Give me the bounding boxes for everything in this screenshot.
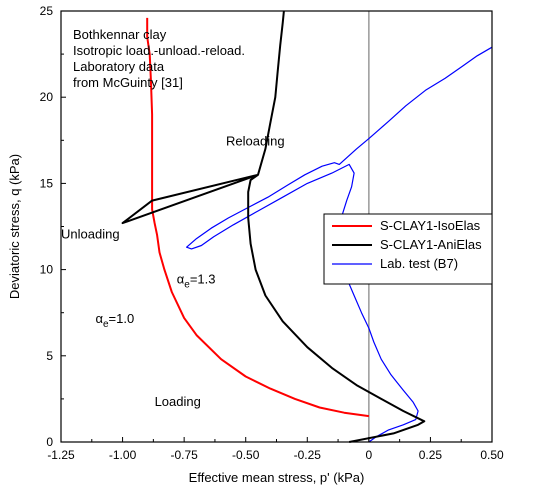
annotation-label: Loading bbox=[155, 394, 201, 409]
annotation-label: Reloading bbox=[226, 133, 285, 148]
axis-ticks: -1.25 -1.00 -0.75 -0.50 -0.25 0 0.25 0.50 0 5 10 15… bbox=[40, 4, 504, 462]
info-line: Laboratory data bbox=[73, 59, 165, 74]
x-tick-label: 0.50 bbox=[480, 448, 504, 462]
legend-label: S-CLAY1-IsoElas bbox=[380, 218, 481, 233]
legend-label: S-CLAY1-AniElas bbox=[380, 237, 482, 252]
y-tick-label: 5 bbox=[46, 349, 53, 363]
info-line: Bothkennar clay bbox=[73, 27, 167, 42]
x-tick-label: -1.25 bbox=[47, 448, 75, 462]
plot-area bbox=[121, 10, 493, 443]
x-tick-label: -0.25 bbox=[294, 448, 322, 462]
x-tick-label: 0.25 bbox=[419, 448, 443, 462]
info-line: Isotropic load.-unload.-reload. bbox=[73, 43, 245, 58]
x-tick-label: -0.50 bbox=[232, 448, 260, 462]
x-tick-label: 0 bbox=[366, 448, 373, 462]
legend-label: Lab. test (B7) bbox=[380, 256, 458, 271]
y-tick-label: 15 bbox=[40, 176, 54, 190]
annotation-label: Unloading bbox=[61, 227, 120, 242]
y-tick-label: 20 bbox=[40, 90, 54, 104]
info-text-block: Bothkennar clay Isotropic load.-unload.-… bbox=[73, 27, 245, 90]
alpha-label: αe=1.0 bbox=[95, 311, 134, 330]
y-tick-label: 25 bbox=[40, 4, 54, 18]
x-tick-label: -0.75 bbox=[170, 448, 198, 462]
series-line-2 bbox=[121, 10, 426, 443]
series-line-3 bbox=[186, 46, 493, 443]
x-axis-title: Effective mean stress, p' (kPa) bbox=[189, 470, 365, 485]
y-tick-label: 10 bbox=[40, 263, 54, 277]
y-tick-label: 0 bbox=[46, 435, 53, 449]
info-line: from McGuinty [31] bbox=[73, 75, 183, 90]
x-tick-label: -1.00 bbox=[109, 448, 137, 462]
legend: S-CLAY1-IsoElas S-CLAY1-AniElas Lab. test … bbox=[323, 213, 493, 285]
y-axis-title: Deviatoric stress, q (kPa) bbox=[7, 154, 22, 299]
annotations: Reloading Unloading Loading αe=1.3 αe=1.0 bbox=[61, 133, 285, 408]
alpha-label: αe=1.3 bbox=[177, 271, 216, 290]
series-line-1 bbox=[146, 17, 370, 418]
